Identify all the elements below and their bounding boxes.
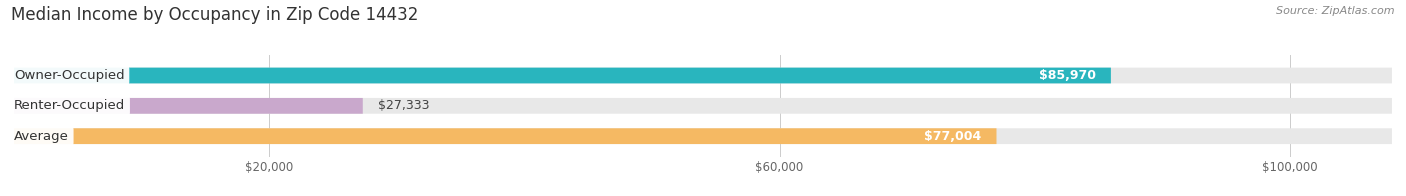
Text: Source: ZipAtlas.com: Source: ZipAtlas.com — [1277, 6, 1395, 16]
FancyBboxPatch shape — [14, 98, 363, 114]
Text: $85,970: $85,970 — [1039, 69, 1095, 82]
FancyBboxPatch shape — [14, 68, 1111, 83]
Text: Owner-Occupied: Owner-Occupied — [14, 69, 125, 82]
FancyBboxPatch shape — [14, 68, 1392, 83]
Text: Renter-Occupied: Renter-Occupied — [14, 99, 125, 112]
Text: Median Income by Occupancy in Zip Code 14432: Median Income by Occupancy in Zip Code 1… — [11, 6, 419, 24]
Text: Average: Average — [14, 130, 69, 143]
FancyBboxPatch shape — [14, 98, 1392, 114]
Text: $27,333: $27,333 — [378, 99, 430, 112]
Text: $77,004: $77,004 — [924, 130, 981, 143]
FancyBboxPatch shape — [14, 128, 1392, 144]
FancyBboxPatch shape — [14, 128, 997, 144]
